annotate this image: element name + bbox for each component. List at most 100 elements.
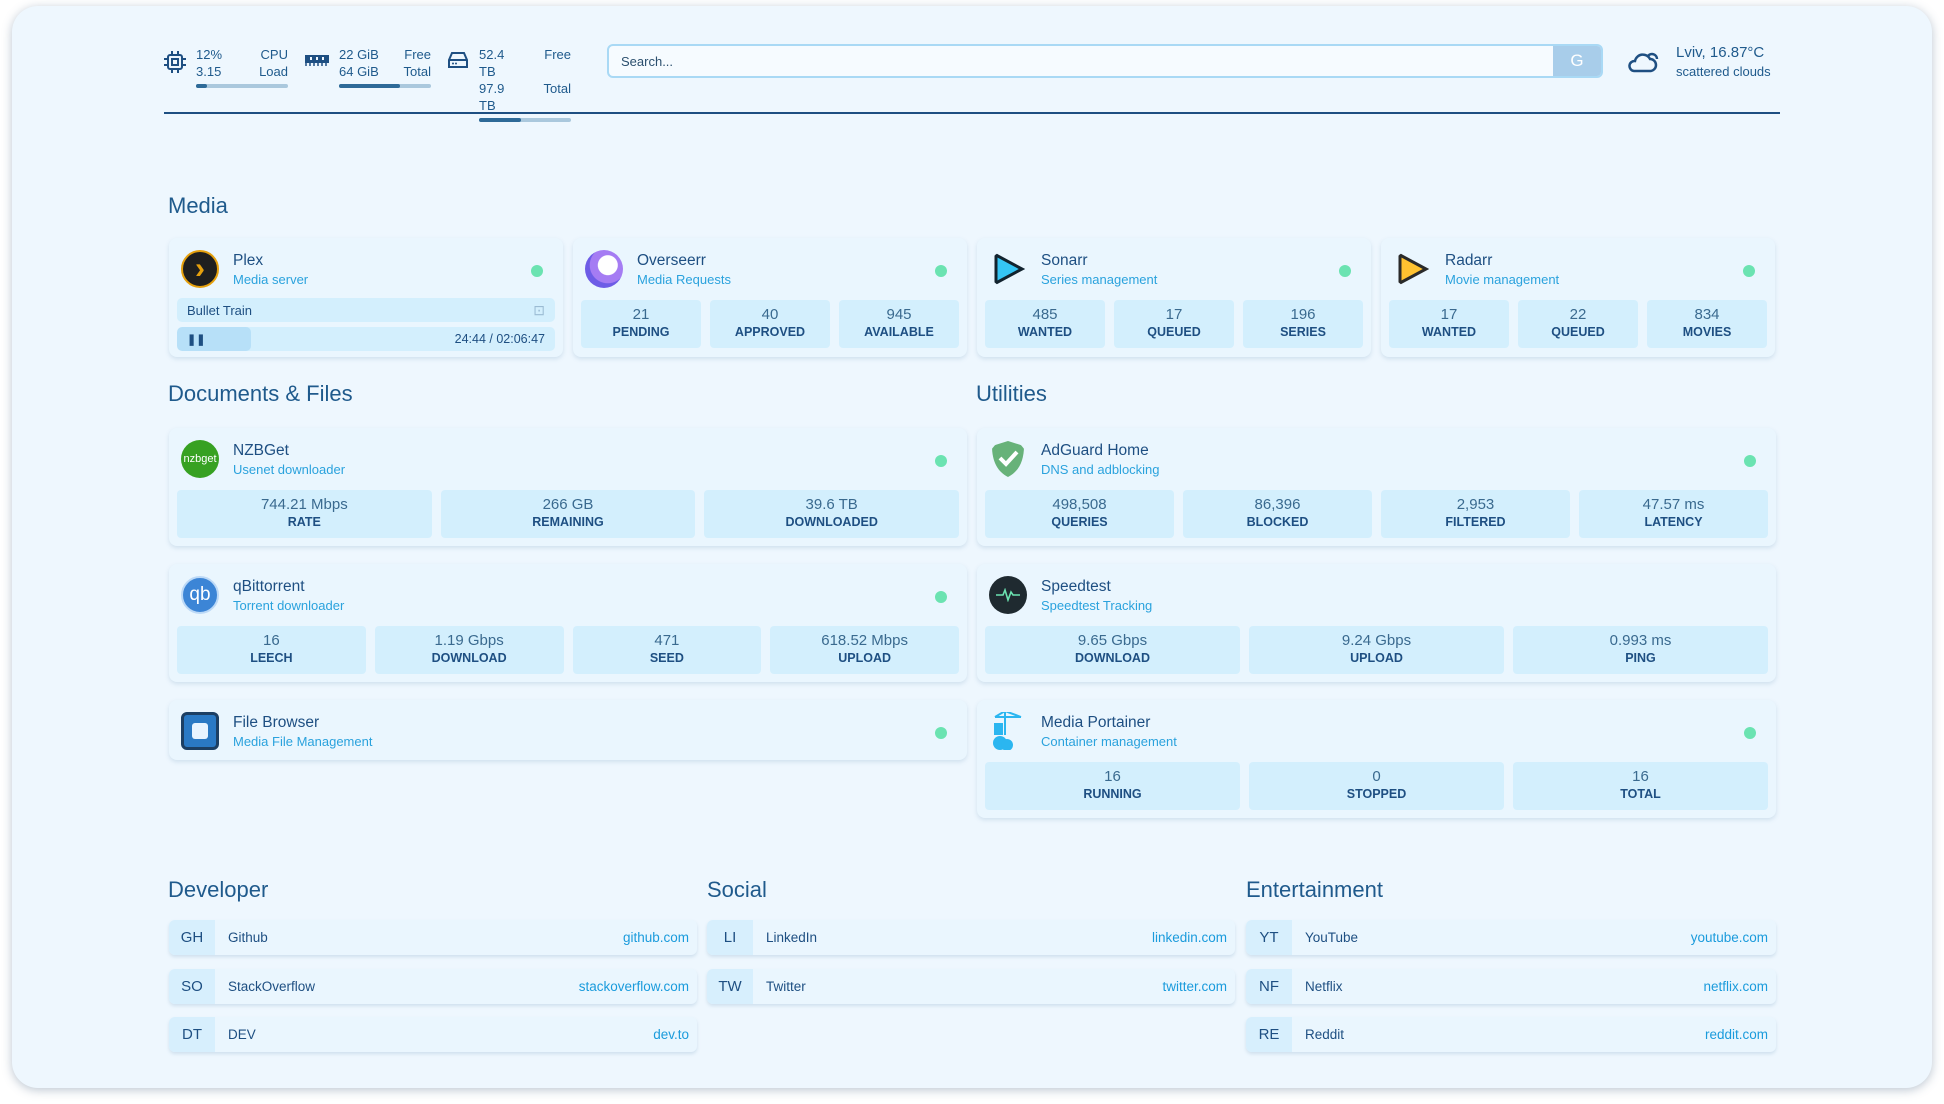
bookmark-abbr: DT: [169, 1017, 215, 1052]
stat-label: QUEUED: [1147, 325, 1201, 339]
stat-label: APPROVED: [734, 325, 806, 339]
section-social: Social: [707, 877, 767, 902]
service-card-nzbget[interactable]: nzbget NZBGet Usenet downloader 744.21 Mbps…: [169, 428, 967, 546]
stat-label: RUNNING: [1083, 787, 1142, 801]
cloud-icon: [1628, 52, 1659, 73]
status-online-indicator: [935, 265, 947, 277]
stat-label: PENDING: [612, 325, 670, 339]
disk-bar: [479, 118, 571, 122]
bookmark-url[interactable]: reddit.com: [1704, 1027, 1768, 1042]
stat-label: RATE: [287, 515, 321, 529]
service-card-radarr[interactable]: Radarr Movie management 17 WANTED 22 QUEUED 83…: [1381, 238, 1775, 357]
service-card-adguard-home[interactable]: AdGuard Home DNS and adblocking 498,508 QUE…: [977, 428, 1776, 546]
stat-value: 266 GB: [542, 496, 594, 513]
service-subtitle: Media File Management: [233, 733, 373, 749]
now-playing-title: Bullet Train: [187, 302, 253, 318]
bookmark-youtube[interactable]: YT YouTube youtube.com: [1246, 920, 1776, 955]
status-online-indicator: [935, 455, 947, 467]
stat-label: DOWNLOAD: [1075, 651, 1150, 665]
weather-location: Lviv, 16.87°C: [1676, 44, 1765, 61]
service-card-file-browser[interactable]: File Browser Media File Management: [169, 700, 967, 760]
stat-available: 945 AVAILABLE: [839, 300, 959, 348]
cpu-load: 3.15: [196, 64, 222, 79]
stat-value: 485: [1032, 306, 1058, 323]
stat-approved: 40 APPROVED: [710, 300, 830, 348]
bookmark-url[interactable]: twitter.com: [1162, 978, 1227, 994]
stat-download: 9.65 Gbps DOWNLOAD: [985, 626, 1240, 674]
stat-queued: 17 QUEUED: [1114, 300, 1234, 348]
bookmark-abbr: RE: [1246, 1017, 1292, 1052]
service-card-media-portainer[interactable]: Media Portainer Container management 16 RUN…: [977, 700, 1776, 818]
plex-icon: ›: [181, 250, 233, 288]
weather-widget: Lviv, 16.87°C scattered clouds: [1626, 44, 1771, 79]
adguard-icon: [989, 440, 1041, 478]
stat-value: 86,396: [1254, 496, 1301, 513]
bookmark-name: YouTube: [1305, 930, 1359, 945]
stat-label: TOTAL: [1620, 787, 1661, 801]
bookmark-name: Twitter: [766, 978, 806, 994]
bookmark-twitter[interactable]: TW Twitter twitter.com: [707, 968, 1235, 1004]
filebrowser-icon: [181, 712, 233, 750]
status-online-indicator: [1743, 265, 1755, 277]
status-online-indicator: [531, 265, 543, 277]
stat-stopped: 0 STOPPED: [1249, 762, 1504, 810]
bookmark-name: DEV: [228, 1027, 256, 1042]
service-title: Radarr: [1445, 251, 1493, 269]
stat-wanted: 485 WANTED: [985, 300, 1105, 348]
playback-progress[interactable]: ❚❚ 24:44 / 02:06:47: [177, 327, 555, 351]
stat-value: 196: [1290, 306, 1316, 323]
stat-value: 47.57 ms: [1642, 496, 1705, 513]
service-card-sonarr[interactable]: Sonarr Series management 485 WANTED 17 QUEUED…: [977, 238, 1371, 357]
playback-time: 24:44 / 02:06:47: [454, 332, 545, 346]
service-card-speedtest[interactable]: Speedtest Speedtest Tracking 9.65 Gbps DOWN…: [977, 564, 1776, 682]
cpu-icon: [164, 51, 186, 73]
service-subtitle: DNS and adblocking: [1041, 461, 1160, 477]
bookmark-abbr: GH: [169, 920, 215, 955]
memory-total-label: Total: [403, 64, 431, 79]
service-card-overseerr[interactable]: Overseerr Media Requests 21 PENDING 40 APPROV…: [573, 238, 967, 357]
stat-value: 834: [1694, 306, 1720, 323]
search-provider-button[interactable]: G: [1553, 46, 1601, 76]
stat-value: 9.24 Gbps: [1341, 632, 1412, 649]
stat-value: 498,508: [1052, 496, 1107, 513]
bookmark-url[interactable]: dev.to: [653, 1027, 689, 1042]
bookmark-url[interactable]: stackoverflow.com: [578, 978, 689, 994]
stat-wanted: 17 WANTED: [1389, 300, 1509, 348]
service-subtitle: Media Requests: [637, 271, 731, 287]
stat-label: REMAINING: [532, 515, 604, 529]
bookmark-url[interactable]: github.com: [622, 930, 689, 945]
bookmark-dev[interactable]: DT DEV dev.to: [169, 1017, 697, 1052]
stat-value: 16: [1632, 768, 1649, 785]
section-utilities: Utilities: [976, 381, 1047, 406]
bookmark-url[interactable]: youtube.com: [1690, 930, 1768, 945]
search-input[interactable]: [609, 53, 1553, 69]
stat-label: MOVIES: [1682, 325, 1732, 339]
bookmark-name: LinkedIn: [766, 930, 818, 945]
sonarr-icon: [989, 250, 1041, 288]
service-title: AdGuard Home: [1041, 441, 1149, 459]
stat-queued: 22 QUEUED: [1518, 300, 1638, 348]
service-subtitle: Media server: [233, 271, 309, 287]
service-subtitle: Speedtest Tracking: [1041, 597, 1153, 613]
service-card-qbittorrent[interactable]: qb qBittorrent Torrent downloader 16 LEECH 1.…: [169, 564, 967, 682]
bookmark-github[interactable]: GH Github github.com: [169, 920, 697, 955]
stat-value: 2,953: [1456, 496, 1495, 513]
stat-upload: 9.24 Gbps UPLOAD: [1249, 626, 1504, 674]
bookmark-url[interactable]: linkedin.com: [1151, 930, 1227, 945]
service-title: Plex: [233, 251, 264, 269]
cpu-bar: [196, 84, 288, 88]
service-card-plex[interactable]: › Plex Media server Bullet Train ⊡ ❚❚ 24:44 / …: [169, 238, 563, 357]
memory-icon: [305, 55, 329, 66]
bookmark-url[interactable]: netflix.com: [1703, 978, 1768, 994]
weather-condition: scattered clouds: [1676, 64, 1771, 79]
pause-icon[interactable]: ❚❚: [187, 333, 206, 346]
bookmark-reddit[interactable]: RE Reddit reddit.com: [1246, 1017, 1776, 1052]
stat-value: 618.52 Mbps: [821, 632, 908, 649]
bookmark-linkedin[interactable]: LI LinkedIn linkedin.com: [707, 920, 1235, 955]
stat-pending: 21 PENDING: [581, 300, 701, 348]
bookmark-netflix[interactable]: NF Netflix netflix.com: [1246, 968, 1776, 1004]
bookmark-stackoverflow[interactable]: SO StackOverflow stackoverflow.com: [169, 968, 697, 1004]
disk-widget: 52.4 TB Free 97.9 TB Total: [447, 46, 571, 122]
stat-label: WANTED: [1017, 325, 1073, 339]
disk-icon: [448, 52, 468, 68]
